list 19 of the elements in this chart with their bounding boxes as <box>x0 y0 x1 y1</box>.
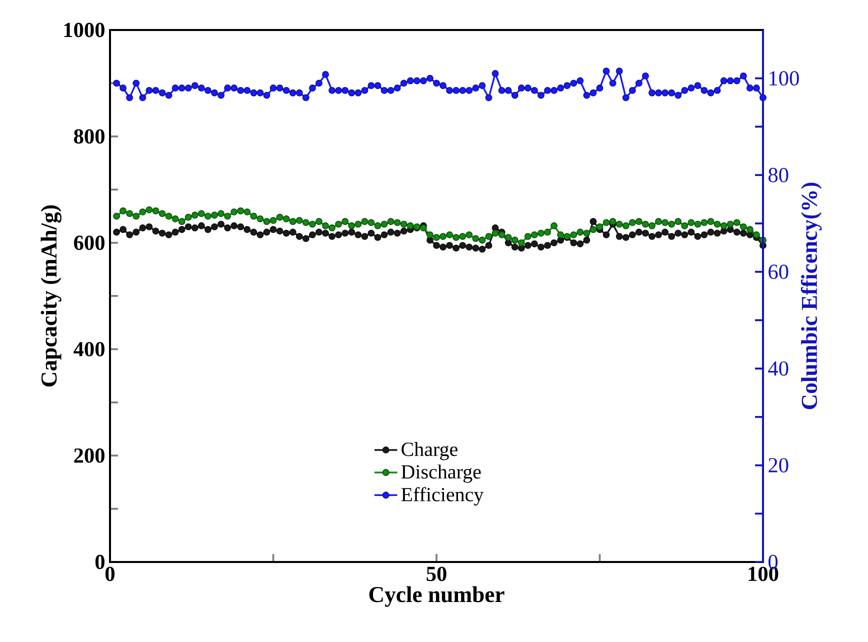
y2-tick-label: 80 <box>768 168 788 182</box>
legend-label: Discharge <box>401 464 481 483</box>
y2-tick-label: 40 <box>768 361 788 376</box>
legend-label: Efficiency <box>401 487 484 506</box>
y-tick-label: 400 <box>74 342 104 356</box>
y-tick-label: 800 <box>74 129 104 144</box>
y2-tick-label: 60 <box>768 264 788 280</box>
x-tick-label: 50 <box>426 566 446 582</box>
y2-tick-label: 100 <box>770 71 799 86</box>
y2-axis-title: Columbic Efficency(%) <box>800 182 822 410</box>
y2-tick-label: 20 <box>768 458 788 472</box>
y-axis-title: Capcacity (mAh/g) <box>40 205 62 386</box>
legend-label: Charge <box>402 442 458 460</box>
y-tick-label: 1000 <box>64 22 104 38</box>
y-tick-label: 600 <box>74 236 104 250</box>
y-tick-label: 200 <box>74 448 104 463</box>
x-axis-title: Cycle number <box>369 586 504 607</box>
y-tick-label: 0 <box>95 554 104 570</box>
x-tick-label: 0 <box>105 566 115 582</box>
